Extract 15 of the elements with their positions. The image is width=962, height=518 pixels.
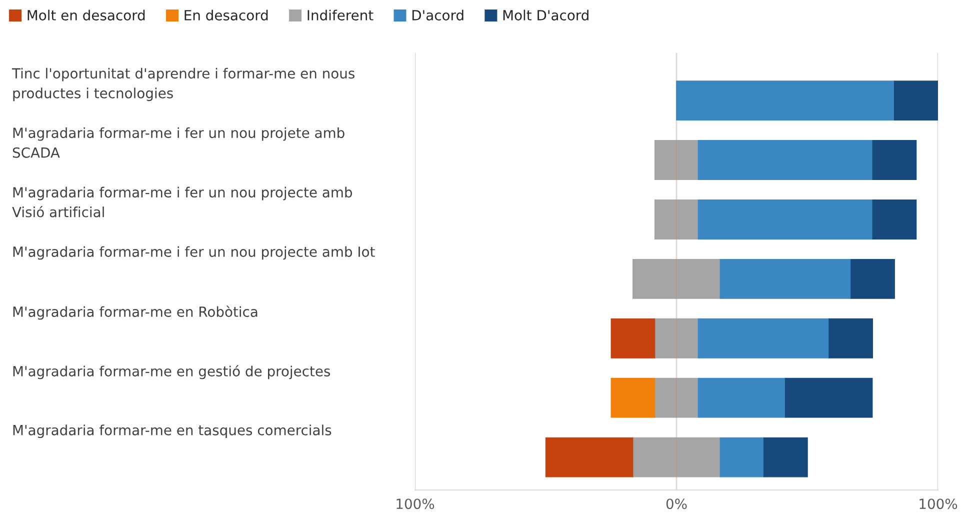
x-tick-label: 100% xyxy=(920,498,958,510)
legend-label: D'acord xyxy=(412,10,464,20)
legend-label: En desacord xyxy=(184,10,268,20)
y-tick-label: Tinc l'oportunitat d'aprendre i formar-me en nous productes i tecnologies xyxy=(12,68,354,102)
y-tick-label: M'agradaria formar-me i fer un nou projete amb SCADA xyxy=(12,127,344,158)
y-tick-label: M'agradaria formar-me en gestió de projectes xyxy=(13,365,330,380)
y-tick-label: M'agradaria formar-me en Robòtica xyxy=(13,306,258,320)
x-tick-label: 100% xyxy=(396,498,434,510)
x-tick-label: 0% xyxy=(666,498,687,510)
legend-label: Molt en desacord xyxy=(28,10,145,20)
y-tick-label: M'agradaria formar-me en tasques comercials xyxy=(13,424,332,438)
y-tick-label: M'agradaria formar-me i fer un nou projecte amb Visió artificial xyxy=(12,186,352,218)
legend-label: Indiferent xyxy=(308,10,374,20)
y-tick-label: M'agradaria formar-me i fer un nou projecte amb Iot xyxy=(13,246,375,260)
legend-label: Molt D'acord xyxy=(503,10,588,20)
